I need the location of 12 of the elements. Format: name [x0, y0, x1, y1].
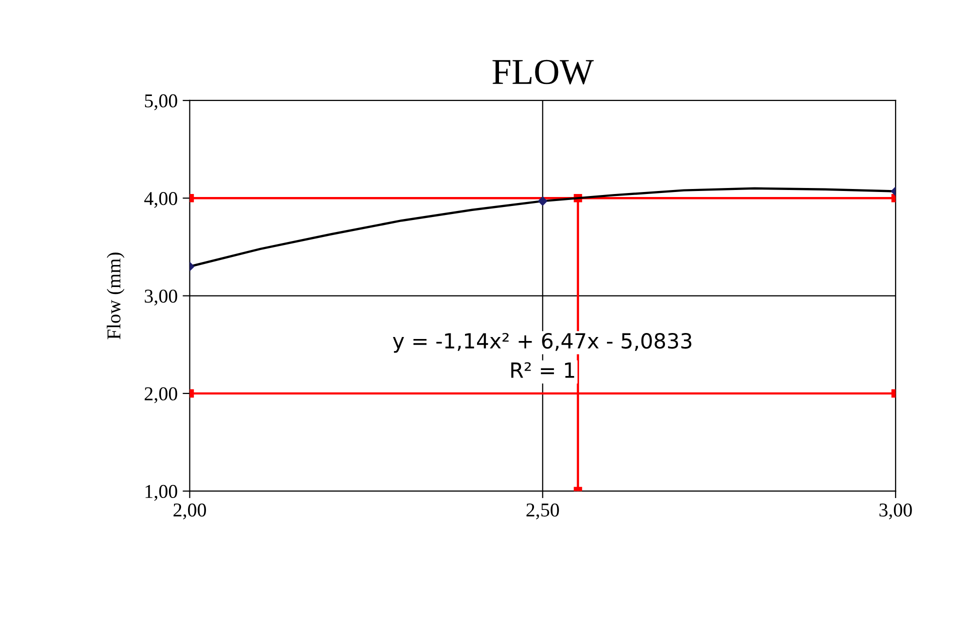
y-tick-label: 4,00: [144, 192, 178, 208]
annotation: R² = 1: [511, 362, 574, 378]
y-axis-title: Flow (mm): [106, 252, 124, 340]
y-tick-label: 5,00: [145, 94, 178, 110]
y-tick-label: 2,00: [144, 387, 178, 404]
x-tick-label: 2,50: [526, 503, 559, 520]
x-tick-label: 2,00: [174, 503, 206, 520]
y-tick-label: 1,00: [146, 484, 178, 501]
y-tick-label: 3,00: [144, 290, 178, 306]
chart-title: FLOW: [492, 60, 594, 84]
annotation: y = -1,14x² + 6,47x - 5,0833: [392, 332, 692, 353]
x-tick-label: 3,00: [880, 503, 912, 520]
